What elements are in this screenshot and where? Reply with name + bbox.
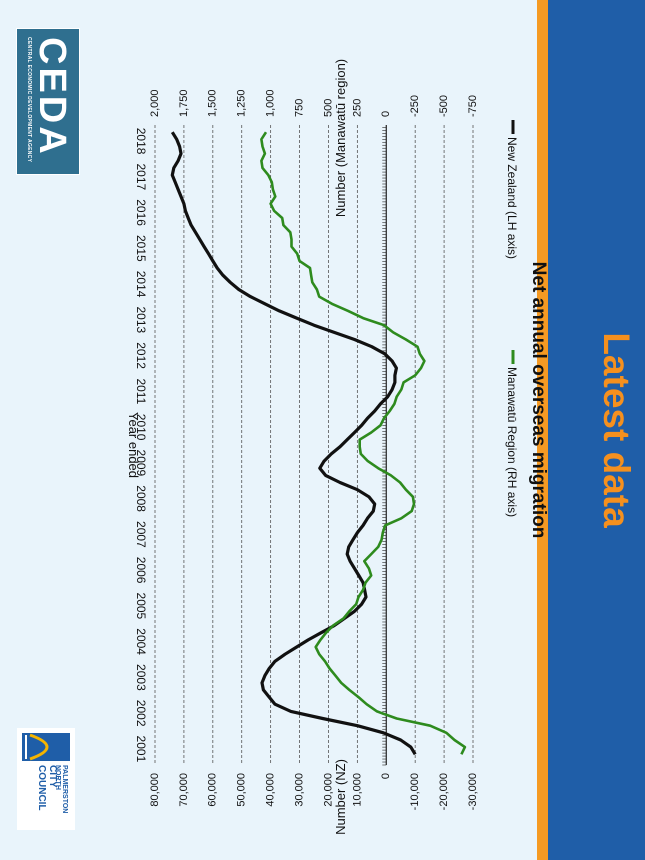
left-axis-ticks: -30,000 -20,000 -10,000 0 10,000 20,000 30,000… (149, 773, 479, 810)
x-tick-label: 2010 (134, 414, 148, 441)
chart-title: Net annual overseas migration (528, 262, 549, 539)
left-axis-label: Number (NZ) (333, 759, 348, 835)
right-tick-label: 750 (293, 99, 305, 117)
x-tick-label: 2002 (134, 700, 148, 727)
x-tick-label: 2015 (134, 235, 148, 262)
x-tick-label: 2013 (134, 307, 148, 334)
ceda-wordmark: CEDA (31, 37, 73, 157)
left-tick-label: 30,000 (293, 773, 305, 807)
right-tick-label: -250 (409, 95, 421, 117)
ceda-logo: CEDA CENTRAL ECONOMIC DEVELOPMENT AGENCY (16, 28, 80, 175)
x-tick-label: 2005 (134, 593, 148, 620)
pncc-logo: PALMERSTON NORTH CITY COUNCIL (17, 728, 75, 830)
right-tick-label: -500 (438, 95, 450, 117)
pncc-name-line2: CITY COUNCIL (36, 765, 58, 811)
right-tick-label: 0 (380, 111, 392, 117)
left-tick-label: 60,000 (207, 773, 219, 807)
orange-accent-stripe (537, 0, 548, 860)
pncc-emblem-icon (22, 733, 70, 761)
right-tick-label: 250 (351, 99, 363, 117)
x-tick-label: 2008 (134, 485, 148, 512)
x-tick-label: 2007 (134, 521, 148, 548)
x-axis-label: Year ended (126, 412, 141, 478)
left-tick-label: 10,000 (351, 773, 363, 807)
left-tick-label: 50,000 (236, 773, 248, 807)
right-tick-label: 1,750 (178, 89, 190, 117)
x-tick-label: 2016 (134, 199, 148, 226)
x-tick-label: 2014 (134, 271, 148, 298)
right-tick-label: -750 (467, 95, 479, 117)
right-tick-label: 500 (322, 99, 334, 117)
series-lines (170, 131, 467, 756)
ceda-subtitle: CENTRAL ECONOMIC DEVELOPMENT AGENCY (26, 37, 32, 163)
left-tick-label: 80,000 (149, 773, 161, 807)
legend: New Zealand (LH axis) Manawatū Region (R… (505, 120, 519, 517)
x-tick-label: 2009 (134, 450, 148, 477)
left-tick-label: -10,000 (409, 773, 421, 810)
series-line-nz (170, 131, 417, 756)
x-tick-label: 2001 (134, 736, 148, 763)
x-tick-label: 2011 (134, 378, 148, 404)
left-tick-label: 0 (380, 773, 392, 779)
x-tick-label: 2006 (134, 557, 148, 584)
side-band (548, 0, 645, 860)
x-tick-label: 2004 (134, 628, 148, 655)
right-tick-label: 1,500 (207, 89, 219, 117)
right-axis-ticks: -750 -500 -250 0 250 500 750 1,000 1,250 1,500 1,7… (149, 89, 479, 117)
x-tick-label: 2017 (134, 163, 148, 190)
left-tick-label: 40,000 (265, 773, 277, 807)
right-tick-label: 2,000 (149, 89, 161, 117)
right-axis-label: Number (Manawatū region) (333, 59, 348, 217)
gridlines (154, 125, 474, 766)
x-tick-label: 2012 (134, 342, 148, 369)
series-line-manawatu (260, 131, 467, 755)
x-axis-ticks: 2001 2002 2003 2004 2005 2006 2007 2008 2009 2010… (134, 128, 148, 763)
x-tick-label: 2003 (134, 664, 148, 691)
left-tick-label: -20,000 (438, 773, 450, 810)
left-tick-label: 70,000 (178, 773, 190, 807)
left-tick-label: -30,000 (467, 773, 479, 810)
right-tick-label: 1,000 (265, 89, 277, 117)
x-tick-label: 2018 (134, 128, 148, 155)
legend-label-manawatu: Manawatū Region (RH axis) (505, 367, 519, 517)
legend-label-nz: New Zealand (LH axis) (505, 137, 519, 259)
right-tick-label: 1,250 (236, 89, 248, 117)
left-tick-label: 20,000 (322, 773, 334, 807)
